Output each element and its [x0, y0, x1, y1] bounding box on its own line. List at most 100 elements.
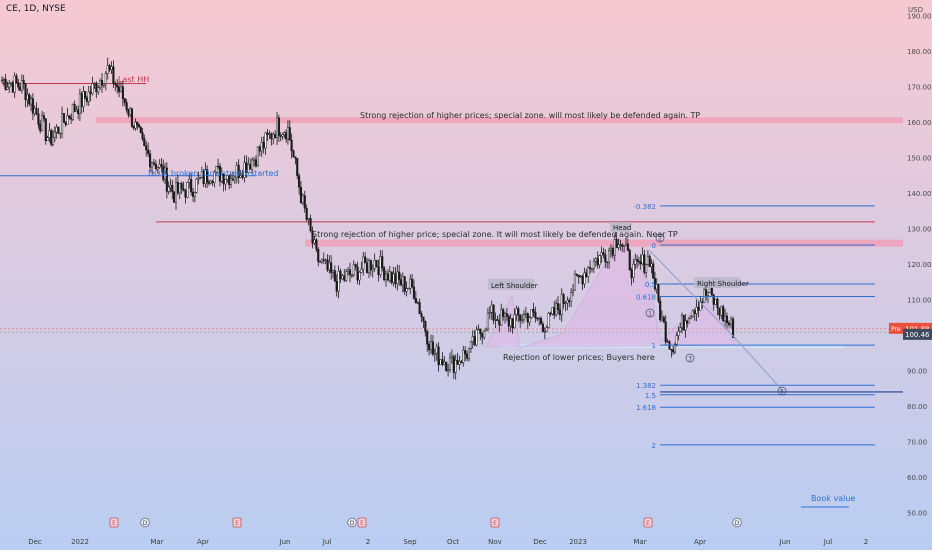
candle-body: [209, 180, 212, 184]
candle-body: [31, 98, 34, 114]
candle-body: [623, 245, 626, 247]
candle-body: [17, 82, 20, 88]
candle-body: [4, 78, 7, 90]
candle-body: [64, 122, 67, 125]
candle-body: [199, 177, 202, 179]
time-axis-label: Sep: [403, 538, 417, 546]
candle-body: [439, 359, 442, 366]
candle-body: [358, 272, 361, 281]
candle-body: [680, 315, 684, 329]
candle-body: [311, 230, 314, 244]
candle-body: [288, 127, 291, 141]
candle-body: [724, 315, 727, 322]
candle-body: [75, 109, 78, 112]
time-axis-label: 2022: [71, 538, 89, 546]
candle-body: [592, 260, 595, 269]
time-axis-label: Mar: [633, 538, 646, 546]
candle-body: [677, 331, 680, 336]
candle-body: [571, 289, 575, 293]
last-price-label: 100.46: [905, 331, 930, 339]
candle-body: [8, 83, 11, 88]
candle-body: [464, 350, 467, 355]
event-marker-label: D: [350, 520, 355, 527]
candle-body: [237, 164, 240, 178]
price-axis-tick: 150.00: [907, 155, 932, 163]
candle-body: [675, 335, 678, 345]
candle-body: [549, 312, 552, 315]
candle-body: [381, 256, 384, 268]
time-axis-label: Apr: [197, 538, 209, 546]
candle-body: [467, 348, 471, 359]
candle-body: [604, 254, 607, 263]
candle-body: [475, 329, 478, 346]
candle-body: [292, 150, 295, 157]
candle-body: [488, 312, 491, 314]
candle-body: [445, 361, 448, 371]
pre-badge: [889, 322, 903, 334]
candle-body: [409, 278, 412, 289]
candle-body: [515, 308, 518, 315]
candle-body: [448, 357, 452, 370]
candle-body: [590, 268, 594, 270]
candle-body: [55, 126, 58, 133]
candle-body: [386, 273, 389, 281]
candle-body: [277, 117, 280, 136]
candle-body: [507, 315, 510, 327]
candle-body: [245, 162, 248, 173]
candle-body: [119, 86, 123, 93]
candle-body: [646, 256, 649, 265]
candle-body: [502, 309, 505, 317]
candle-body: [82, 90, 85, 108]
candle-body: [39, 124, 42, 132]
candle-body: [258, 146, 261, 152]
candle-body: [484, 328, 488, 332]
candle-body: [729, 318, 733, 326]
candle-body: [716, 298, 719, 309]
candle-body: [662, 317, 665, 323]
candle-body: [639, 261, 642, 265]
candle-body: [352, 264, 355, 276]
candle-body: [276, 117, 279, 138]
candle-body: [348, 269, 352, 275]
candle-body: [657, 284, 660, 302]
candle-body: [104, 73, 107, 85]
candle-body: [664, 321, 667, 342]
candle-body: [483, 330, 486, 338]
price-axis-tick: 170.00: [907, 84, 932, 92]
price-axis-tick: 50.00: [907, 510, 927, 518]
candle-body: [123, 98, 126, 103]
candle-body: [538, 317, 541, 320]
candle-body: [371, 268, 374, 271]
candle-body: [89, 91, 92, 94]
candle-body: [522, 314, 526, 321]
candle-body: [589, 267, 592, 269]
candle-body: [256, 146, 259, 167]
candle-body: [251, 159, 254, 170]
candle-body: [534, 311, 537, 319]
candle-body: [596, 258, 599, 266]
time-axis-label: Jun: [279, 538, 291, 546]
candle-body: [330, 262, 333, 273]
candle-body: [176, 182, 179, 194]
candle-body: [672, 349, 675, 353]
candle-body: [547, 312, 550, 328]
wave-label: 3: [688, 356, 692, 363]
candle-body: [541, 323, 544, 332]
candle-body: [714, 298, 717, 305]
candle-body: [154, 163, 157, 170]
candle-body: [324, 259, 327, 261]
candle-body: [296, 157, 299, 176]
time-axis-label: Nov: [488, 538, 502, 546]
candle-body: [99, 79, 102, 88]
candle-body: [460, 361, 463, 363]
candle-body: [215, 165, 218, 173]
symbol-title: CE, 1D, NYSE: [6, 4, 66, 14]
candle-body: [540, 317, 543, 325]
candle-body: [608, 250, 611, 263]
candle-body: [137, 124, 141, 128]
candle-body: [494, 319, 497, 321]
candle-body: [57, 126, 60, 134]
fib-level-label: 1.618: [636, 404, 656, 412]
